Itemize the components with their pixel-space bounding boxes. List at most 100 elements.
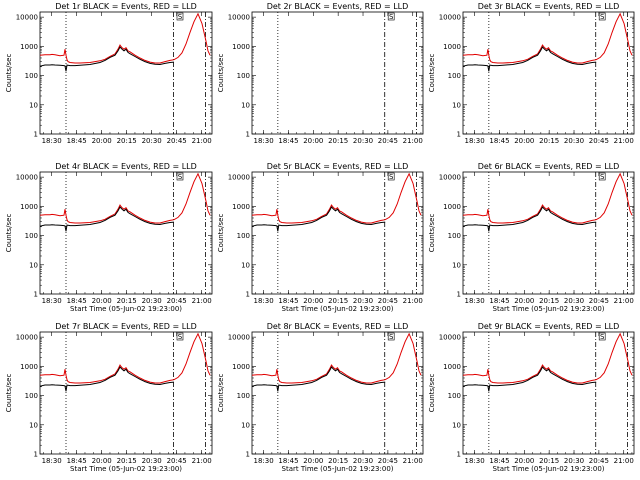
panel-det-9r: Det 9r BLACK = Events, RED = LLD 1 10 100 10…: [428, 322, 635, 473]
x-tick-label: 20:45: [589, 297, 609, 305]
y-tick-label: 1000: [443, 203, 461, 211]
y-tick-label: 1: [34, 451, 38, 459]
x-tick-label: 20:45: [167, 457, 187, 465]
small-marker-box: [598, 172, 606, 181]
x-tick-label: 20:00: [92, 297, 112, 305]
plot-frame: [462, 171, 635, 295]
y-tick-label: 1: [457, 291, 461, 299]
x-tick-label: 18:45: [278, 457, 298, 465]
x-tick-label: 20:45: [378, 297, 398, 305]
y-tick-label: 10: [241, 101, 250, 109]
lld-series-line: [39, 332, 211, 384]
y-tick-label: 100: [25, 72, 38, 80]
x-tick-label: 20:45: [378, 457, 398, 465]
small-marker-box: [387, 12, 395, 21]
y-tick-label: 1000: [20, 203, 38, 211]
y-tick-label: 10: [29, 101, 38, 109]
x-tick-label: 20:45: [378, 137, 398, 145]
y-tick-label: 10: [452, 101, 461, 109]
y-tick-label: 1: [457, 131, 461, 139]
small-marker-label: S: [600, 333, 605, 341]
x-tick-label: 21:00: [192, 457, 212, 465]
y-tick-label: 10000: [228, 14, 250, 22]
x-tick-label: 20:15: [117, 297, 137, 305]
x-axis-label: Start Time (05-Jun-02 19:23:00): [70, 305, 182, 313]
x-tick-label: 20:00: [514, 297, 534, 305]
panel-title: Det 6r BLACK = Events, RED = LLD: [478, 162, 620, 171]
x-tick-label: 18:45: [278, 297, 298, 305]
panel-det-5r: Det 5r BLACK = Events, RED = LLD 1 10 100 10…: [217, 162, 424, 313]
x-tick-label: 20:30: [564, 137, 584, 145]
x-tick-label: 20:30: [353, 137, 373, 145]
x-tick-label: 20:30: [353, 457, 373, 465]
y-tick-label: 10: [241, 421, 250, 429]
x-tick-label: 20:15: [117, 457, 137, 465]
small-marker-box: [387, 332, 395, 341]
y-axis-label: Counts/sec: [428, 54, 436, 93]
x-tick-label: 20:45: [589, 137, 609, 145]
small-marker-box: [598, 12, 606, 21]
x-tick-label: 20:00: [92, 137, 112, 145]
x-tick-label: 20:30: [564, 297, 584, 305]
panel-det-3r: Det 3r BLACK = Events, RED = LLD 1 10 100 10…: [428, 2, 635, 145]
x-tick-label: 20:30: [142, 457, 162, 465]
y-tick-label: 10: [452, 421, 461, 429]
x-tick-label: 21:00: [403, 297, 423, 305]
y-tick-label: 100: [237, 232, 250, 240]
panel-det-6r: Det 6r BLACK = Events, RED = LLD 1 10 100 10…: [428, 162, 635, 313]
panel-det-4r: Det 4r BLACK = Events, RED = LLD 1 10 100 10…: [5, 162, 213, 313]
x-tick-label: 20:15: [539, 297, 559, 305]
x-tick-label: 18:45: [489, 137, 509, 145]
panel-det-8r: Det 8r BLACK = Events, RED = LLD 1 10 100 10…: [217, 322, 424, 473]
y-tick-label: 100: [448, 232, 461, 240]
y-axis-label: Counts/sec: [217, 54, 225, 93]
x-tick-label: 18:30: [42, 297, 62, 305]
x-tick-label: 18:45: [67, 137, 87, 145]
panel-det-7r: Det 7r BLACK = Events, RED = LLD 1 10 100 10…: [5, 322, 213, 473]
x-axis-label: Start Time (05-Jun-02 19:23:00): [493, 305, 605, 313]
small-marker-label: S: [600, 13, 605, 21]
x-tick-label: 18:30: [465, 457, 485, 465]
x-tick-label: 18:30: [42, 457, 62, 465]
panel-title: Det 1r BLACK = Events, RED = LLD: [55, 2, 197, 11]
y-tick-label: 100: [237, 392, 250, 400]
x-tick-label: 20:45: [167, 297, 187, 305]
small-marker-box: [387, 172, 395, 181]
x-tick-label: 20:00: [303, 137, 323, 145]
x-tick-label: 20:00: [303, 297, 323, 305]
y-tick-label: 1: [246, 131, 250, 139]
x-tick-label: 20:15: [539, 457, 559, 465]
lld-series-line: [39, 172, 211, 224]
x-tick-label: 20:15: [328, 457, 348, 465]
y-tick-label: 10000: [228, 334, 250, 342]
events-series-line: [251, 366, 386, 392]
y-axis-label: Counts/sec: [217, 374, 225, 413]
y-tick-label: 1: [457, 451, 461, 459]
events-series-line: [39, 366, 175, 392]
lld-series-line: [251, 332, 422, 384]
x-tick-label: 18:30: [254, 137, 274, 145]
panel-title: Det 9r BLACK = Events, RED = LLD: [478, 322, 620, 331]
small-marker-label: S: [178, 333, 183, 341]
x-tick-label: 21:00: [614, 137, 634, 145]
x-tick-label: 20:00: [514, 137, 534, 145]
y-axis-label: Counts/sec: [428, 214, 436, 253]
x-tick-label: 20:30: [142, 137, 162, 145]
x-axis-label: Start Time (05-Jun-02 19:23:00): [70, 465, 182, 473]
y-tick-label: 100: [448, 72, 461, 80]
x-tick-label: 20:15: [328, 297, 348, 305]
x-tick-label: 20:00: [92, 457, 112, 465]
y-tick-label: 10000: [439, 174, 461, 182]
plot-frame: [251, 171, 424, 295]
y-tick-label: 100: [237, 72, 250, 80]
x-tick-label: 20:00: [514, 457, 534, 465]
small-marker-box: [176, 332, 184, 341]
small-marker-label: S: [389, 13, 394, 21]
x-tick-label: 18:45: [489, 457, 509, 465]
x-axis-label: Start Time (05-Jun-02 19:23:00): [282, 465, 394, 473]
events-series-line: [462, 366, 597, 392]
panel-title: Det 3r BLACK = Events, RED = LLD: [478, 2, 620, 11]
panel-title: Det 5r BLACK = Events, RED = LLD: [267, 162, 409, 171]
x-tick-label: 18:30: [465, 137, 485, 145]
